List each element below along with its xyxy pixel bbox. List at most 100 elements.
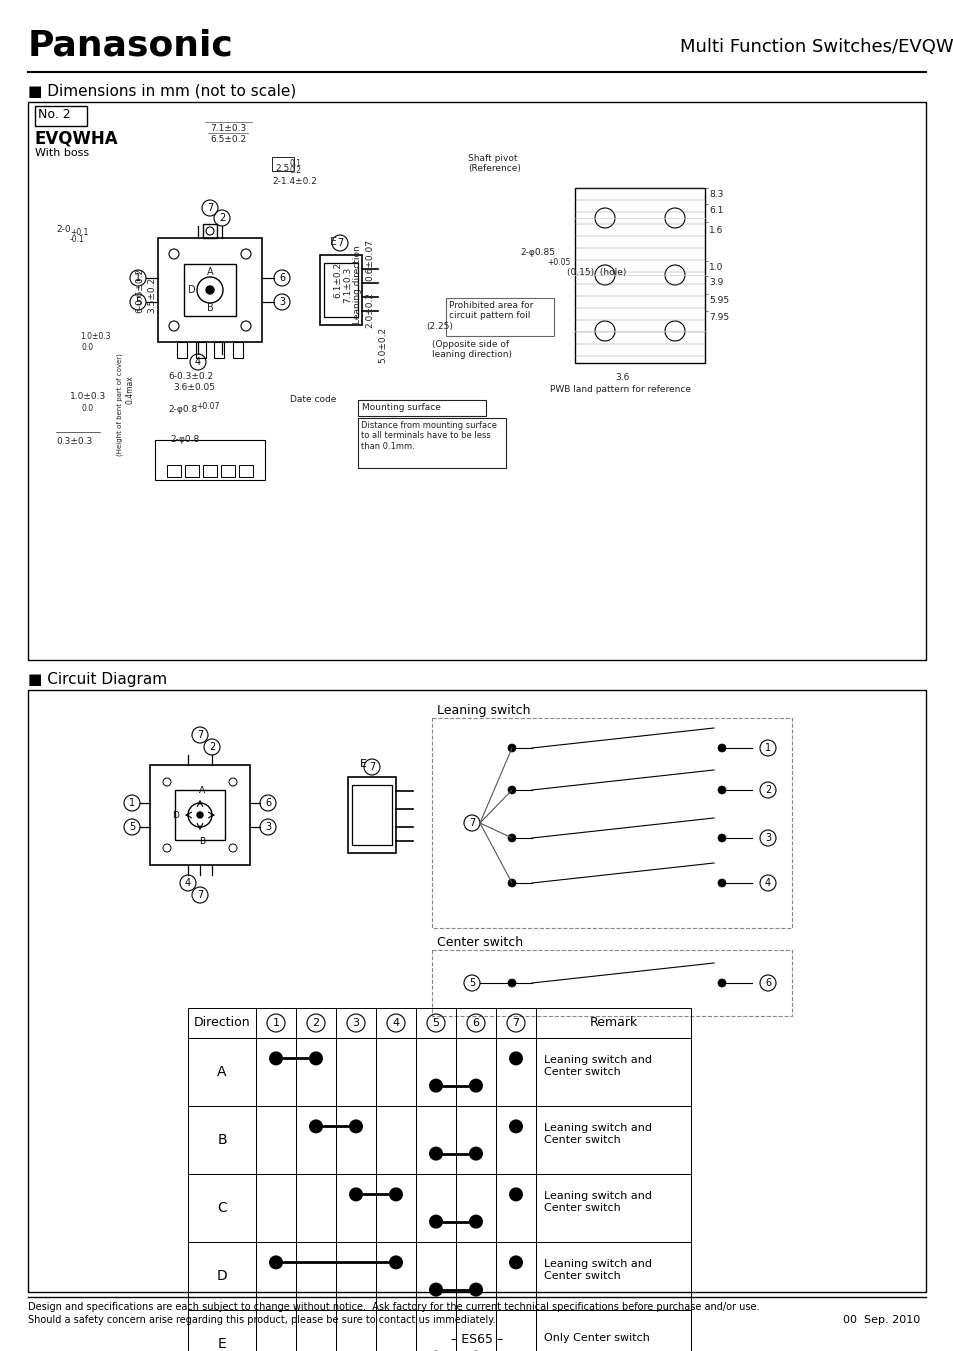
Text: 2-0: 2-0 <box>56 226 71 234</box>
Text: -0.1: -0.1 <box>70 235 85 245</box>
Text: 3.6±0.05: 3.6±0.05 <box>172 382 214 392</box>
Bar <box>295 1106 335 1174</box>
Bar <box>446 299 554 336</box>
Circle shape <box>718 979 725 988</box>
Circle shape <box>309 1120 323 1133</box>
Bar <box>195 342 206 358</box>
Circle shape <box>469 1282 482 1297</box>
Text: 1.0: 1.0 <box>708 263 722 272</box>
Text: 0.2: 0.2 <box>290 166 302 176</box>
Bar <box>221 465 234 477</box>
Bar <box>203 465 216 477</box>
Bar <box>188 1174 255 1242</box>
Bar <box>496 1038 536 1106</box>
Text: Leaning switch and
Center switch: Leaning switch and Center switch <box>543 1192 651 1213</box>
Bar <box>188 1038 255 1106</box>
Bar <box>357 400 485 416</box>
Bar <box>295 1008 335 1038</box>
Text: 0.4max: 0.4max <box>126 376 134 404</box>
Text: D: D <box>216 1269 227 1283</box>
Bar <box>295 1038 335 1106</box>
Text: E: E <box>330 236 336 247</box>
Text: 7.1±0.3: 7.1±0.3 <box>343 267 352 303</box>
Text: 1: 1 <box>764 743 770 753</box>
Bar <box>177 342 187 358</box>
Text: 1: 1 <box>273 1019 279 1028</box>
Bar <box>150 765 250 865</box>
Text: 00  Sep. 2010: 00 Sep. 2010 <box>841 1315 919 1325</box>
Text: 7: 7 <box>207 203 213 213</box>
Bar <box>348 777 395 852</box>
Circle shape <box>389 1188 402 1201</box>
Circle shape <box>718 880 725 888</box>
Bar <box>239 465 253 477</box>
Bar <box>174 790 225 840</box>
Circle shape <box>429 1215 442 1228</box>
Circle shape <box>507 979 516 988</box>
Text: 3: 3 <box>352 1019 359 1028</box>
Bar <box>255 1174 295 1242</box>
Bar <box>375 1106 416 1174</box>
Circle shape <box>469 1078 482 1093</box>
Bar <box>154 440 265 480</box>
Bar <box>536 1242 690 1310</box>
Text: (2.25): (2.25) <box>426 322 453 331</box>
Text: 2-φ0.8: 2-φ0.8 <box>170 435 199 444</box>
Circle shape <box>429 1282 442 1297</box>
Text: 6-0.3±0.2: 6-0.3±0.2 <box>168 372 213 381</box>
Text: 6.5±0.2: 6.5±0.2 <box>210 135 246 145</box>
Text: Leaning direction: Leaning direction <box>354 246 362 324</box>
Bar <box>456 1310 496 1351</box>
Bar <box>456 1038 496 1106</box>
Bar <box>203 224 216 238</box>
Circle shape <box>429 1147 442 1161</box>
Bar <box>255 1242 295 1310</box>
Bar <box>188 1008 255 1038</box>
Text: 3.5±0.2: 3.5±0.2 <box>148 277 156 313</box>
Bar <box>188 1242 255 1310</box>
Text: ■ Dimensions in mm (not to scale): ■ Dimensions in mm (not to scale) <box>28 84 296 99</box>
Bar <box>35 105 87 126</box>
Bar <box>416 1310 456 1351</box>
Circle shape <box>349 1188 363 1201</box>
Bar <box>496 1008 536 1038</box>
Text: 6: 6 <box>278 273 285 282</box>
Text: ■ Circuit Diagram: ■ Circuit Diagram <box>28 671 167 688</box>
Circle shape <box>595 322 615 340</box>
Circle shape <box>664 208 684 228</box>
Text: Only Center switch: Only Center switch <box>543 1333 649 1343</box>
Text: Prohibited area for
circuit pattern foil: Prohibited area for circuit pattern foil <box>449 301 533 320</box>
Text: 6.1: 6.1 <box>708 205 722 215</box>
Text: 4: 4 <box>392 1019 399 1028</box>
Text: D: D <box>188 285 195 295</box>
Text: 7.1±0.3: 7.1±0.3 <box>210 124 246 132</box>
Text: A: A <box>217 1065 227 1079</box>
Circle shape <box>429 1078 442 1093</box>
Circle shape <box>664 265 684 285</box>
Circle shape <box>509 1255 522 1270</box>
Text: 5.0±0.2: 5.0±0.2 <box>378 327 387 363</box>
Circle shape <box>718 786 725 794</box>
Text: 2.0±0.2: 2.0±0.2 <box>365 292 375 328</box>
Bar <box>496 1310 536 1351</box>
Bar <box>496 1174 536 1242</box>
Circle shape <box>469 1147 482 1161</box>
Text: 2-1.4±0.2: 2-1.4±0.2 <box>272 177 316 186</box>
Text: E: E <box>359 759 367 769</box>
Bar <box>213 342 224 358</box>
Text: No. 2: No. 2 <box>38 108 71 122</box>
Text: 3.6: 3.6 <box>615 373 629 382</box>
Text: Panasonic: Panasonic <box>28 28 233 62</box>
Text: 1.6: 1.6 <box>708 226 722 235</box>
Bar <box>295 1242 335 1310</box>
Bar <box>456 1106 496 1174</box>
Bar <box>335 1174 375 1242</box>
Text: 4: 4 <box>194 357 201 367</box>
Circle shape <box>206 286 213 295</box>
Bar <box>536 1174 690 1242</box>
Text: Leaning switch and
Center switch: Leaning switch and Center switch <box>543 1259 651 1281</box>
Bar <box>536 1038 690 1106</box>
Bar <box>375 1008 416 1038</box>
Text: 5: 5 <box>134 297 141 307</box>
Circle shape <box>269 1051 283 1066</box>
